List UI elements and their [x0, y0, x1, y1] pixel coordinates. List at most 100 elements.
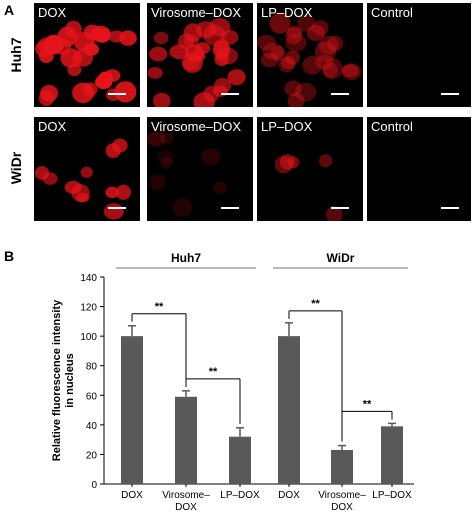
nucleus — [294, 82, 317, 102]
nucleus — [38, 90, 55, 107]
nucleus — [80, 166, 93, 178]
nucleus — [147, 131, 165, 146]
nucleus — [108, 30, 125, 43]
micrograph-caption: Virosome–DOX — [151, 5, 242, 20]
x-tick-label: Virosome– DOX — [162, 490, 210, 513]
y-tick-label: 20 — [86, 450, 98, 461]
significance-label: ** — [311, 298, 320, 310]
nucleus — [285, 50, 300, 65]
y-tick-label: 60 — [86, 391, 98, 402]
nucleus — [318, 35, 339, 55]
significance-label: ** — [209, 366, 218, 378]
nucleus — [257, 34, 276, 51]
group-title: Huh7 — [171, 251, 201, 265]
y-tick-label: 140 — [80, 273, 97, 284]
nucleus — [227, 69, 246, 86]
y-tick-label: 100 — [80, 332, 97, 343]
scale-bar — [441, 93, 459, 95]
nucleus — [315, 55, 334, 70]
scale-bar — [331, 93, 349, 95]
nucleus — [287, 25, 303, 39]
nucleus — [153, 92, 171, 107]
nucleus — [147, 67, 163, 79]
nucleus — [54, 38, 72, 55]
x-tick-label: DOX — [278, 490, 300, 501]
nucleus — [105, 143, 121, 158]
micrograph-huh7-1: DOX — [34, 3, 140, 107]
nucleus — [147, 130, 167, 148]
nucleus — [216, 47, 238, 65]
nucleus — [285, 34, 307, 52]
scale-bar — [331, 207, 349, 209]
micrograph-caption: Control — [371, 119, 413, 134]
nucleus — [280, 56, 296, 70]
nucleus — [341, 63, 362, 81]
nucleus — [157, 149, 175, 165]
nucleus — [195, 21, 217, 39]
nucleus — [149, 46, 168, 62]
bar — [229, 436, 251, 484]
fluorescence-image — [441, 93, 459, 95]
nucleus — [73, 32, 95, 52]
micrograph-huh7-4: Control — [367, 3, 471, 107]
nucleus — [90, 25, 111, 43]
fluorescence-image — [147, 130, 239, 217]
nucleus — [342, 64, 359, 78]
nucleus — [262, 42, 284, 60]
nucleus — [221, 30, 239, 45]
nucleus — [278, 57, 295, 73]
nucleus — [284, 80, 302, 97]
nucleus — [116, 184, 131, 200]
nucleus — [194, 42, 211, 55]
x-tick-label: Virosome– DOX — [318, 490, 366, 513]
nucleus — [326, 206, 343, 221]
micrograph-caption: LP–DOX — [261, 5, 313, 20]
fluorescence-image — [35, 20, 137, 107]
x-tick-label: LP–DOX — [372, 490, 412, 501]
micrograph-huh7-2: Virosome–DOX — [147, 3, 253, 107]
scale-bar — [108, 93, 126, 95]
nucleus — [160, 131, 174, 145]
nucleus — [183, 57, 200, 71]
panel-b-letter: B — [4, 248, 15, 264]
y-axis-label: Relative fluorescence intensityin nucleu… — [51, 299, 76, 461]
x-tick-label: LP–DOX — [220, 490, 260, 501]
nucleus — [160, 157, 173, 169]
bar — [381, 426, 403, 484]
bar — [331, 449, 353, 484]
micrograph-widr-3: LP–DOX — [257, 117, 363, 221]
bar — [121, 336, 143, 484]
fluorescence-image — [441, 207, 459, 209]
scale-bar — [221, 207, 239, 209]
nucleus — [327, 35, 344, 51]
micrograph-caption: Virosome–DOX — [151, 119, 242, 134]
x-tick-label: DOX — [121, 490, 143, 501]
micrograph-caption: DOX — [38, 119, 67, 134]
y-tick-label: 120 — [80, 303, 97, 314]
nucleus — [149, 174, 166, 190]
nucleus — [269, 12, 291, 34]
significance-label: ** — [363, 398, 372, 410]
nucleus — [42, 172, 58, 185]
panel-a-letter: A — [4, 2, 15, 18]
nucleus — [270, 45, 285, 61]
nucleus — [153, 31, 169, 45]
bar — [278, 336, 300, 484]
nucleus — [203, 85, 220, 103]
nucleus — [172, 198, 193, 217]
scale-bar — [441, 207, 459, 209]
nucleus — [312, 20, 329, 36]
nucleus — [213, 181, 227, 194]
nucleus — [322, 58, 343, 80]
nucleus — [64, 180, 82, 194]
micrograph-widr-2: Virosome–DOX — [147, 117, 253, 221]
micrograph-caption: DOX — [38, 5, 67, 20]
y-tick-label: 80 — [86, 362, 98, 373]
micrograph-huh7-3: LP–DOX — [257, 3, 363, 107]
nucleus — [67, 63, 82, 77]
nucleus — [274, 155, 293, 174]
nucleus — [201, 148, 221, 165]
nucleus — [65, 20, 82, 38]
fluorescence-image — [274, 154, 349, 221]
bar — [175, 396, 197, 484]
